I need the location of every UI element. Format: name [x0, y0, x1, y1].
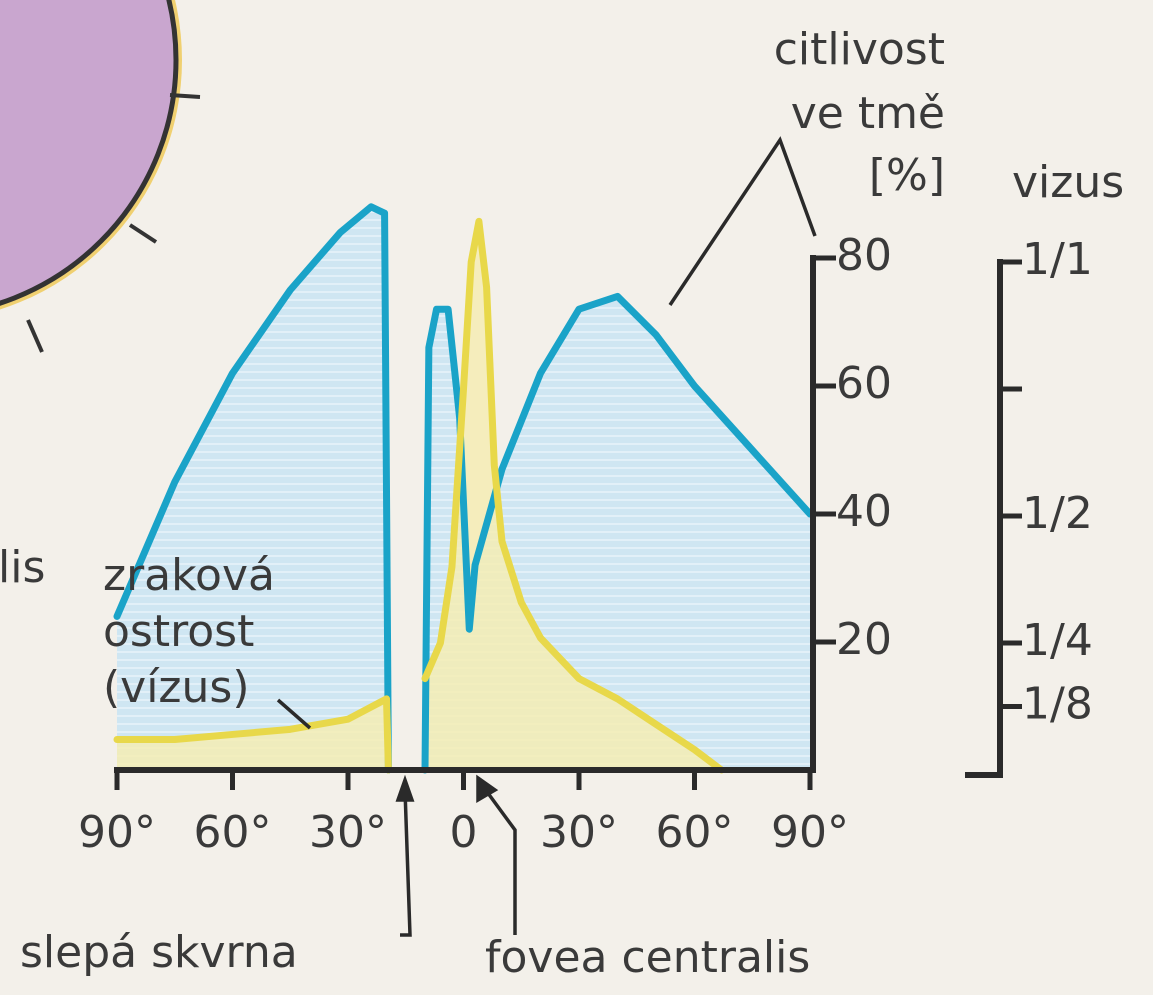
y-tick-label: 80: [836, 230, 892, 281]
y2-axis-label: vizus: [1012, 157, 1124, 208]
y-tick-label: 60: [836, 358, 892, 409]
annotation: zraková: [103, 550, 275, 601]
annotation: fovea centralis: [485, 932, 810, 983]
y2-tick-label: 1/4: [1022, 615, 1093, 666]
y2-tick-label: 1/1: [1022, 234, 1093, 285]
y2-tick-label: 1/8: [1022, 679, 1093, 730]
x-tick-label: 90°: [771, 807, 849, 858]
annotation: (vízus): [103, 662, 250, 713]
chart: citlivost ve tmě [%] vizus zraková ostro…: [0, 0, 1153, 995]
x-tick-label: 60°: [656, 807, 734, 858]
x-tick-label: 0: [450, 807, 478, 858]
annotation: slepá skvrna: [20, 927, 298, 978]
y-tick-label: 40: [836, 486, 892, 537]
annotation: ostrost: [103, 606, 254, 657]
y-tick-label: 20: [836, 614, 892, 665]
y2-tick-label: 1/2: [1022, 488, 1093, 539]
x-tick-label: 90°: [78, 807, 156, 858]
x-tick-label: 30°: [540, 807, 618, 858]
y-axis-label: citlivost: [774, 24, 945, 75]
y-axis-label: [%]: [869, 150, 945, 201]
y-axis-label: ve tmě: [791, 88, 945, 139]
x-tick-label: 30°: [309, 807, 387, 858]
x-tick-label: 60°: [194, 807, 272, 858]
annotation: lis: [0, 542, 45, 593]
